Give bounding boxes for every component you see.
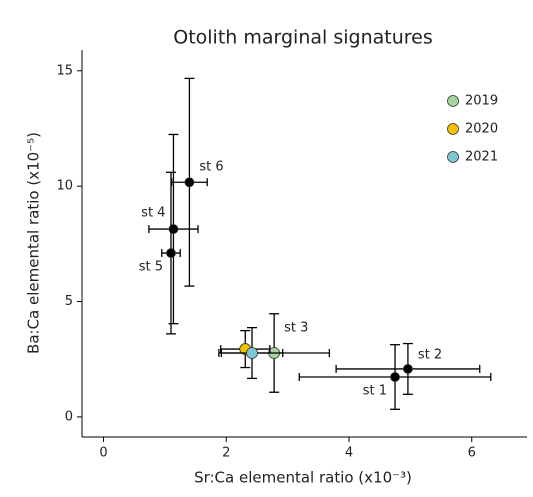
y-tick-label: 15 bbox=[56, 63, 73, 78]
point-label: st 3 bbox=[284, 321, 308, 336]
x-tick-label: 4 bbox=[345, 446, 353, 461]
x-axis-label: Sr:Ca elemental ratio (x10⁻³) bbox=[194, 469, 412, 487]
x-tick-label: 0 bbox=[99, 446, 107, 461]
y-tick-label: 0 bbox=[65, 409, 73, 424]
point bbox=[168, 224, 179, 234]
point bbox=[184, 177, 195, 188]
legend-label: 2019 bbox=[465, 94, 498, 109]
legend-swatch bbox=[447, 95, 459, 107]
y-tick-label: 10 bbox=[56, 179, 73, 194]
y-tick-label: 5 bbox=[65, 294, 73, 309]
legend-label: 2020 bbox=[465, 122, 498, 137]
point-label: st 2 bbox=[418, 347, 442, 362]
legend-swatch bbox=[447, 151, 459, 163]
point-label: st 5 bbox=[139, 260, 163, 275]
legend-label: 2021 bbox=[465, 150, 498, 165]
point bbox=[166, 248, 176, 258]
legend-swatch bbox=[447, 123, 459, 135]
point bbox=[403, 364, 413, 374]
point-label: st 1 bbox=[363, 384, 387, 399]
point-label: st 6 bbox=[199, 160, 223, 175]
y-axis-label: Ba:Ca elemental ratio (x10⁻⁵) bbox=[25, 132, 43, 354]
x-tick-label: 6 bbox=[468, 446, 476, 461]
point-label: st 4 bbox=[141, 206, 165, 221]
point bbox=[390, 372, 400, 382]
point bbox=[246, 347, 258, 359]
chart-title: Otolith marginal signatures bbox=[173, 27, 433, 49]
x-tick-label: 2 bbox=[222, 446, 230, 461]
